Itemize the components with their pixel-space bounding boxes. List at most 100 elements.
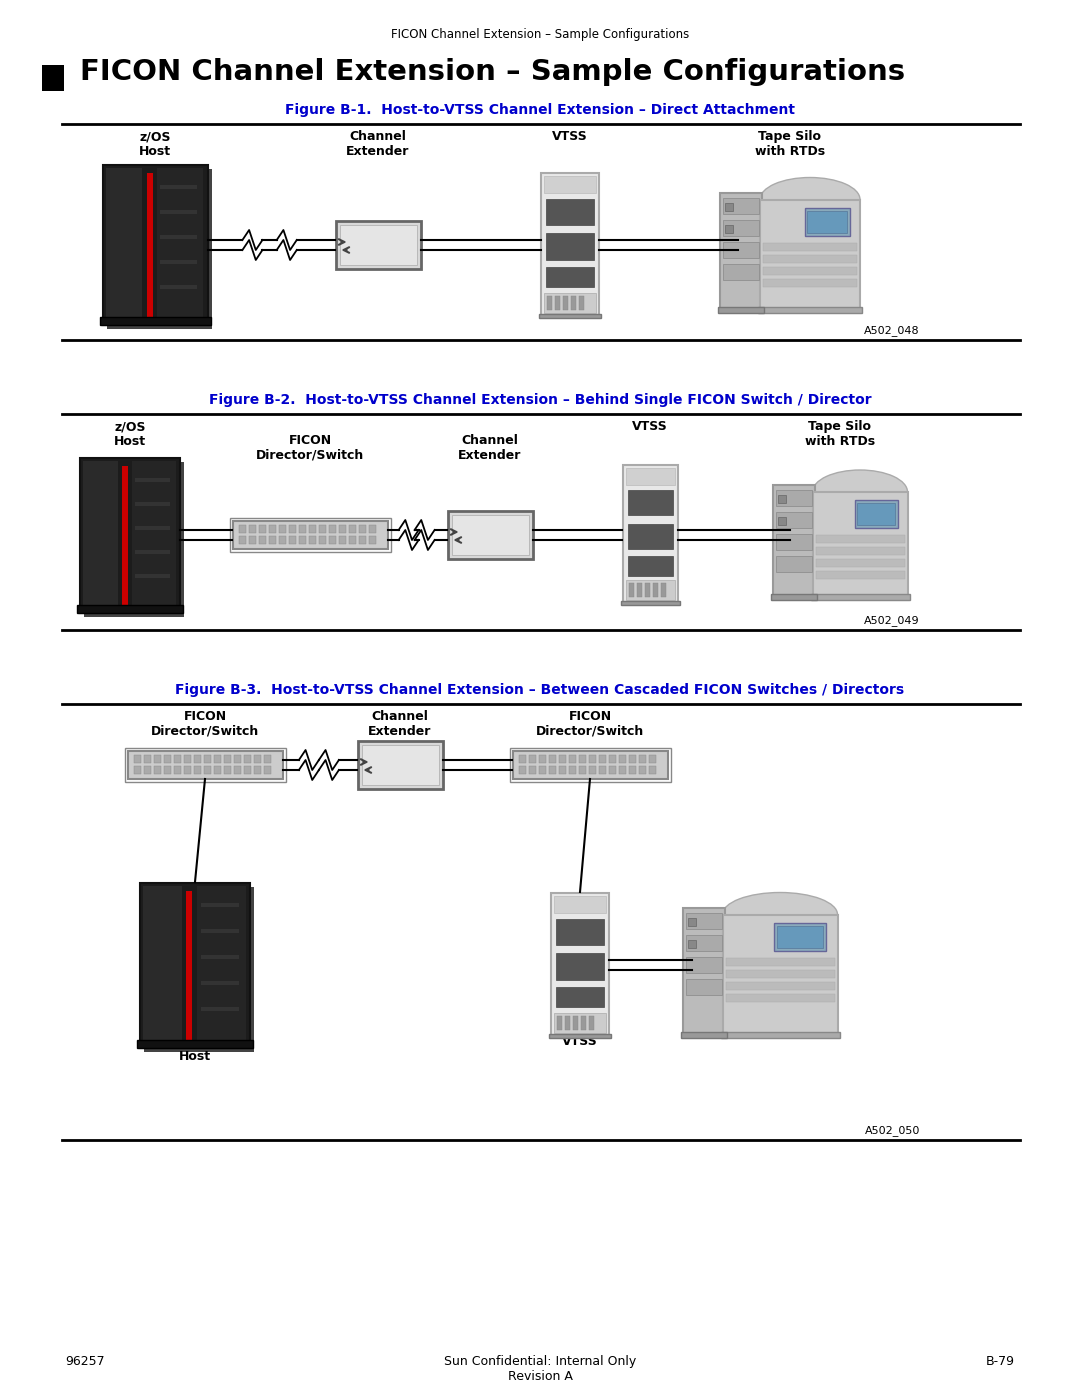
FancyBboxPatch shape [762,278,858,286]
FancyBboxPatch shape [546,267,594,286]
FancyBboxPatch shape [686,957,721,972]
FancyBboxPatch shape [233,766,241,774]
FancyBboxPatch shape [518,766,526,774]
FancyBboxPatch shape [815,535,905,543]
FancyBboxPatch shape [157,168,203,321]
FancyBboxPatch shape [621,601,679,605]
FancyBboxPatch shape [544,292,596,313]
FancyBboxPatch shape [298,525,306,534]
FancyBboxPatch shape [718,306,764,313]
FancyBboxPatch shape [135,525,170,529]
FancyBboxPatch shape [579,754,585,763]
Text: Channel
Extender: Channel Extender [368,710,432,738]
FancyBboxPatch shape [201,1006,239,1010]
FancyBboxPatch shape [723,915,837,1038]
FancyBboxPatch shape [608,754,616,763]
FancyBboxPatch shape [725,203,733,211]
FancyBboxPatch shape [598,754,606,763]
FancyBboxPatch shape [539,313,600,317]
FancyBboxPatch shape [726,970,835,978]
Ellipse shape [723,893,837,936]
FancyBboxPatch shape [652,583,658,597]
Text: Tape Silo
with RTDs: Tape Silo with RTDs [755,130,825,158]
FancyBboxPatch shape [627,524,673,549]
FancyBboxPatch shape [214,754,220,763]
FancyBboxPatch shape [134,766,140,774]
Text: A502_050: A502_050 [865,1125,920,1136]
FancyBboxPatch shape [203,766,211,774]
FancyBboxPatch shape [557,1016,562,1030]
FancyBboxPatch shape [368,525,376,534]
FancyBboxPatch shape [726,982,835,989]
FancyBboxPatch shape [726,993,835,1002]
FancyBboxPatch shape [807,211,847,232]
FancyBboxPatch shape [42,66,64,91]
FancyBboxPatch shape [723,242,759,257]
FancyBboxPatch shape [680,1031,727,1038]
Text: Tape Silo
with RTDs: Tape Silo with RTDs [805,420,875,448]
FancyBboxPatch shape [770,594,816,599]
FancyBboxPatch shape [229,518,391,552]
FancyBboxPatch shape [762,254,858,263]
FancyBboxPatch shape [248,536,256,543]
FancyBboxPatch shape [135,549,170,553]
FancyBboxPatch shape [135,574,170,577]
Text: FICON
Director/Switch: FICON Director/Switch [151,710,259,738]
FancyBboxPatch shape [775,556,811,571]
Text: FICON
Director/Switch: FICON Director/Switch [256,434,364,462]
FancyBboxPatch shape [201,929,239,933]
FancyBboxPatch shape [558,766,566,774]
FancyBboxPatch shape [546,233,594,260]
FancyBboxPatch shape [563,296,568,310]
FancyBboxPatch shape [555,296,561,310]
FancyBboxPatch shape [83,461,118,609]
FancyBboxPatch shape [359,525,365,534]
FancyBboxPatch shape [160,260,197,264]
FancyBboxPatch shape [84,461,184,616]
FancyBboxPatch shape [539,754,545,763]
FancyBboxPatch shape [760,200,860,313]
FancyBboxPatch shape [309,525,315,534]
FancyBboxPatch shape [549,1034,611,1038]
FancyBboxPatch shape [160,210,197,214]
FancyBboxPatch shape [160,285,197,289]
FancyBboxPatch shape [135,502,170,506]
FancyBboxPatch shape [193,754,201,763]
FancyBboxPatch shape [201,981,239,985]
FancyBboxPatch shape [106,168,143,321]
FancyBboxPatch shape [137,1039,253,1048]
FancyBboxPatch shape [762,243,858,250]
FancyBboxPatch shape [338,536,346,543]
FancyBboxPatch shape [619,754,625,763]
Text: Figure B-2.  Host-to-VTSS Channel Extension – Behind Single FICON Switch / Direc: Figure B-2. Host-to-VTSS Channel Extensi… [208,393,872,407]
Text: B-79: B-79 [986,1355,1015,1368]
FancyBboxPatch shape [775,534,811,550]
FancyBboxPatch shape [554,895,606,912]
FancyBboxPatch shape [556,919,604,944]
FancyBboxPatch shape [638,754,646,763]
FancyBboxPatch shape [243,766,251,774]
FancyBboxPatch shape [258,536,266,543]
FancyBboxPatch shape [99,317,211,326]
FancyBboxPatch shape [638,766,646,774]
FancyBboxPatch shape [686,935,721,950]
Ellipse shape [812,469,907,514]
FancyBboxPatch shape [686,912,721,929]
FancyBboxPatch shape [598,766,606,774]
FancyBboxPatch shape [805,208,850,236]
FancyBboxPatch shape [447,511,532,559]
FancyBboxPatch shape [758,306,862,313]
FancyBboxPatch shape [775,511,811,528]
Text: VTSS: VTSS [632,420,667,433]
FancyBboxPatch shape [224,766,230,774]
FancyBboxPatch shape [589,766,595,774]
FancyBboxPatch shape [184,766,190,774]
FancyBboxPatch shape [279,525,285,534]
FancyBboxPatch shape [107,169,212,330]
FancyBboxPatch shape [546,296,552,310]
FancyBboxPatch shape [622,465,677,605]
FancyBboxPatch shape [556,986,604,1007]
Text: z/OS
Host: z/OS Host [179,1035,211,1063]
FancyBboxPatch shape [160,235,197,239]
FancyBboxPatch shape [239,525,245,534]
